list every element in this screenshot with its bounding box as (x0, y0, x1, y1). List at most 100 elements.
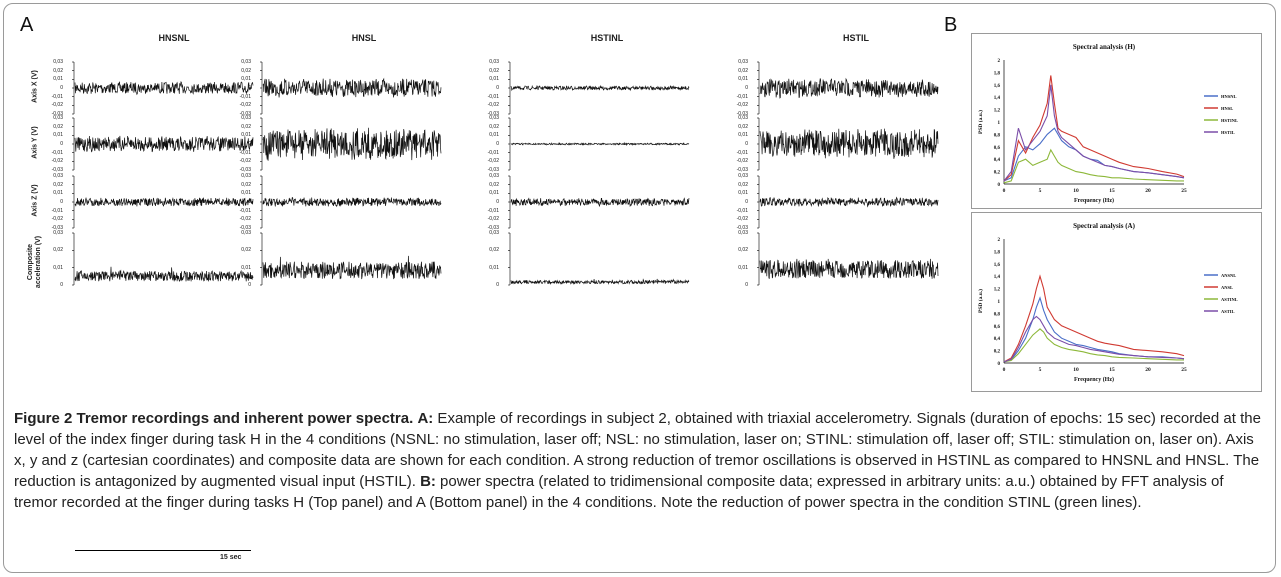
y-tick-label: 0,01 (53, 264, 63, 271)
signal-trace (262, 127, 442, 161)
y-tick-label: 0,03 (738, 230, 748, 236)
y-tick-label: 0,03 (241, 173, 251, 179)
x-tick-label: 20 (1145, 188, 1151, 194)
y-tick-label: 0,01 (241, 76, 251, 83)
y-tick-label: 0,02 (489, 247, 499, 254)
legend-label-ansl: ANSL (1221, 285, 1233, 290)
chart-title: Spectral analysis (H) (1073, 43, 1136, 51)
y-tick-label: 0,03 (241, 230, 251, 236)
series-line-hnsl (1003, 75, 1185, 182)
time-scale-label: 15 sec (220, 554, 242, 561)
y-tick-label: -0,01 (487, 93, 499, 100)
y-tick-label: -0,02 (239, 216, 251, 223)
y-tick-label: 1 (998, 121, 1001, 126)
series-line-ansnl (1003, 296, 1185, 363)
y-tick-label: 0,03 (489, 173, 499, 179)
y-tick-label: 0 (745, 141, 748, 147)
y-tick-label: 0 (248, 85, 251, 91)
y-tick-label: 0,01 (738, 190, 748, 197)
y-tick-label: 0 (496, 85, 499, 91)
caption-a-text: Example of recordings in subject 2, obta… (14, 410, 1261, 490)
y-tick-label: 1,2 (994, 288, 1001, 293)
y-tick-label: 0,01 (241, 190, 251, 197)
y-tick-label: 0 (998, 183, 1001, 188)
row-label-0: Axis X (V) (31, 70, 39, 103)
y-tick-label: -0,03 (239, 225, 251, 231)
y-tick-label: 0,4 (994, 158, 1001, 163)
y-tick-label: 0,02 (241, 181, 251, 188)
trace-hstinl-row-2 (508, 175, 690, 229)
y-tick-label: 0,02 (53, 67, 63, 74)
column-title-hnsl: HNSL (351, 33, 377, 43)
y-tick-label: -0,03 (736, 167, 748, 173)
y-tick-label: -0,02 (487, 216, 499, 223)
y-tick-label: -0,03 (239, 167, 251, 173)
y-tick-label: -0,01 (487, 207, 499, 214)
y-axis-label: PSD (a.u.) (977, 110, 984, 134)
y-tick-label: 0,02 (53, 123, 63, 130)
y-tick-label: -0,02 (487, 102, 499, 109)
y-tick-label: 0,03 (241, 115, 251, 121)
signal-trace (510, 84, 690, 92)
legend-label-hnsl: HNSL (1221, 106, 1233, 111)
spectrum-chart-1: Spectral analysis (A) 0 0,2 0,4 0,6 0,8 1 1,2 1,… (977, 222, 1238, 383)
y-tick-label: -0,02 (239, 158, 251, 165)
chart-title: Spectral analysis (A) (1073, 222, 1136, 230)
x-tick-label: 20 (1145, 367, 1151, 373)
panel-a-letter: A (20, 14, 34, 36)
series-line-astinl (1003, 328, 1184, 363)
y-tick-label: -0,01 (51, 149, 63, 156)
y-tick-label: 0,01 (53, 76, 63, 83)
trace-hstinl-row-0 (508, 61, 690, 115)
figure-caption: Figure 2 Tremor recordings and inherent … (14, 408, 1269, 513)
series-line-ansl (1003, 274, 1185, 363)
signal-trace (74, 135, 254, 153)
y-tick-label: 1,6 (994, 263, 1001, 268)
signal-trace (510, 141, 690, 147)
trace-hstil-row-3 (757, 232, 939, 286)
panel-b-letter: B (944, 14, 958, 36)
x-tick-label: 25 (1181, 367, 1187, 373)
y-tick-label: 0 (496, 282, 499, 288)
y-tick-label: 0,01 (738, 264, 748, 271)
y-tick-label: 0 (248, 199, 251, 205)
trace-hnsnl-row-2 (72, 175, 254, 229)
y-tick-label: -0,03 (51, 225, 63, 231)
x-tick-label: 15 (1109, 188, 1115, 194)
trace-hstil-row-2 (757, 175, 939, 229)
y-tick-label: 0,6 (994, 146, 1001, 151)
y-tick-label: 0 (60, 199, 63, 205)
legend-label-astil: ASTIL (1221, 309, 1235, 314)
y-tick-label: -0,01 (736, 207, 748, 214)
time-scale-bar (75, 550, 251, 551)
row-label-3: Composite acceleration (V) (27, 235, 42, 289)
x-axis-label: Frequency (Hz) (1074, 197, 1114, 204)
y-tick-label: 0,01 (489, 76, 499, 83)
y-tick-label: -0,01 (736, 93, 748, 100)
x-tick-label: 10 (1073, 188, 1079, 194)
y-tick-label: -0,02 (736, 102, 748, 109)
y-tick-label: 0 (248, 141, 251, 147)
y-tick-label: 0,01 (738, 132, 748, 139)
y-tick-label: -0,01 (51, 207, 63, 214)
y-tick-label: -0,02 (51, 158, 63, 165)
caption-b-text: power spectra (related to tridimensional… (14, 473, 1224, 511)
y-tick-label: 0,03 (53, 173, 63, 179)
y-tick-label: -0,03 (51, 111, 63, 117)
caption-a-label: A: (417, 410, 434, 427)
y-tick-label: 0,8 (994, 312, 1001, 317)
figure-frame (3, 3, 1276, 573)
y-tick-label: 0 (745, 199, 748, 205)
column-title-hstinl: HSTINL (590, 33, 624, 43)
y-tick-label: 0,02 (241, 123, 251, 130)
signal-trace (262, 255, 442, 280)
y-tick-label: -0,03 (487, 225, 499, 231)
y-tick-label: 0 (60, 85, 63, 91)
y-tick-label: 2 (998, 238, 1001, 243)
y-tick-label: -0,01 (239, 149, 251, 156)
y-tick-label: 2 (998, 59, 1001, 64)
y-tick-label: 1,2 (994, 109, 1001, 114)
y-tick-label: 0,03 (53, 230, 63, 236)
y-tick-label: 1 (998, 300, 1001, 305)
y-tick-label: 0,03 (489, 230, 499, 236)
